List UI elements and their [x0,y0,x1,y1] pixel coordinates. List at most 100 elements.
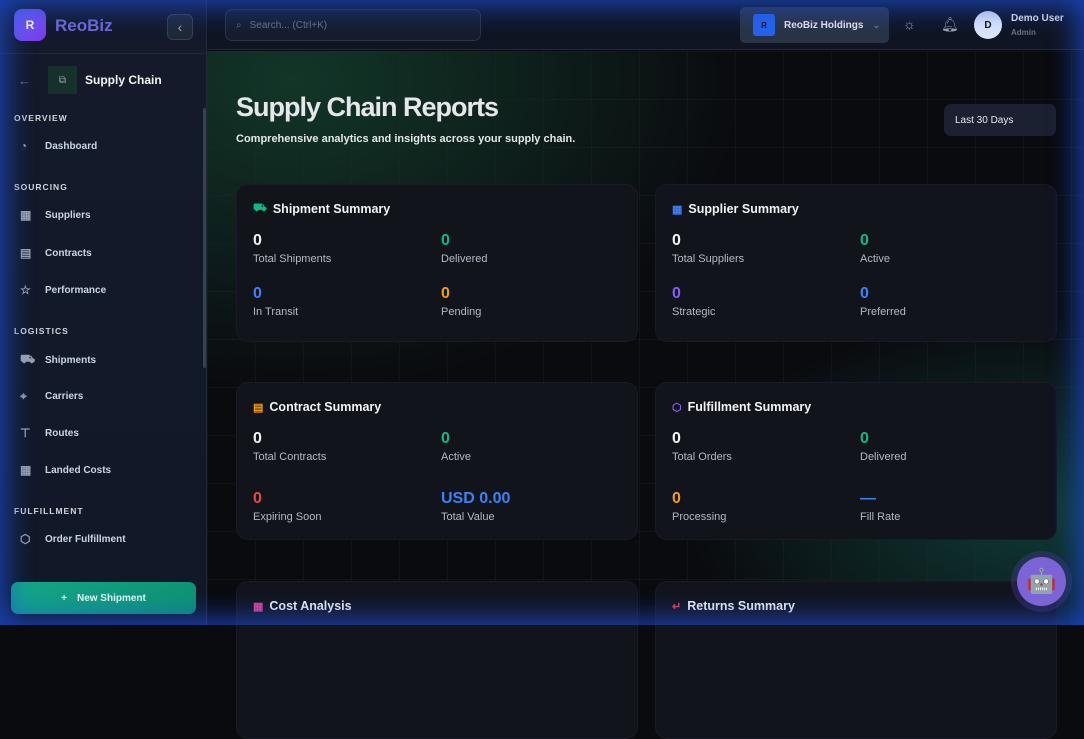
sidebar-item-label: Dashboard [45,140,98,152]
stat-value: 0 [860,285,869,302]
truck-icon: ⛟ [20,352,36,366]
card-title: Supplier Summary [688,202,799,216]
sidebar-item-label: Contracts [45,247,92,259]
truck-icon: ⛟ [253,202,267,214]
sidebar: R ReoBiz ‹ ← ⧉ Supply Chain OVERVIEW ◔ Das… [0,0,207,625]
stat-label: Pending [441,306,482,318]
stat-value: 0 [441,232,450,249]
assistant-bot-button[interactable]: 🤖 [1017,557,1066,606]
card-returns-summary: ↵ Returns Summary [655,581,1057,739]
stat-total-orders: 0 Total Orders [672,430,732,463]
stat-total-suppliers: 0 Total Suppliers [672,232,744,265]
divider [0,53,207,54]
date-range-select[interactable]: Last 30 Days [944,104,1056,136]
section-overview: OVERVIEW [14,113,68,123]
back-arrow-icon[interactable]: ← [18,72,31,88]
stat-label: Preferred [860,306,906,318]
sidebar-item-performance[interactable]: ☆ Performance [20,283,106,297]
stat-fill-rate: — Fill Rate [860,490,900,523]
calculator-icon: ▦ [20,463,32,477]
logo[interactable]: R [14,9,46,41]
org-name: ReoBiz Holdings [784,19,864,31]
section-logistics: LOGISTICS [14,326,69,336]
stat-label: Total Suppliers [672,253,745,265]
building-icon: ▦ [20,208,32,222]
card-title: Cost Analysis [269,599,352,613]
card-contract-summary: ▤ Contract Summary 0 Total Contracts 0 Active… [236,382,638,540]
new-shipment-button[interactable]: + New Shipment [11,582,196,614]
sidebar-item-label: Landed Costs [45,464,112,476]
stat-delivered: 0 Delivered [860,430,906,463]
card-supplier-summary: ▦ Supplier Summary 0 Total Suppliers 0 Active… [655,184,1057,342]
sidebar-item-label: Carriers [45,391,84,402]
stat-label: Delivered [860,451,907,463]
avatar[interactable]: D [974,11,1002,39]
stat-value: 0 [860,232,869,249]
robot-icon: 🤖 [1026,568,1057,595]
sidebar-item-carriers[interactable]: ⌖ Carriers [20,389,83,404]
module-header: ← ⧉ Supply Chain [18,66,162,94]
sidebar-item-suppliers[interactable]: ▦ Suppliers [20,208,91,222]
card-shipment-summary: ⛟ Shipment Summary 0 Total Shipments 0 Delive… [236,184,638,342]
card-title: Fulfillment Summary [687,400,812,414]
stat-value: USD 0.00 [441,490,511,507]
stat-active: 0 Active [441,430,471,463]
stat-label: Active [860,253,890,265]
stat-total-contracts: 0 Total Contracts [253,430,326,463]
page-subtitle: Comprehensive analytics and insights acr… [236,133,576,145]
collapse-sidebar-button[interactable]: ‹ [167,14,193,40]
stat-value: 0 [253,285,262,302]
card-title: Shipment Summary [272,202,391,216]
stat-value: 0 [672,490,681,507]
chevron-down-icon: ⌄ [872,19,880,30]
org-avatar: R [753,14,775,36]
stat-expiring-soon: 0 Expiring Soon [253,490,322,523]
sidebar-item-routes[interactable]: ⊤ Routes [20,426,79,440]
stat-label: Total Shipments [253,253,332,265]
sidebar-scrollbar[interactable] [203,108,206,368]
sidebar-item-label: Shipments [45,354,97,366]
user-name[interactable]: Demo User [1011,13,1064,24]
stat-total-value: USD 0.00 Total Value [441,490,510,523]
stat-pending: 0 Pending [441,285,481,318]
stat-active: 0 Active [860,232,890,265]
stat-strategic: 0 Strategic [672,285,715,318]
sidebar-item-dashboard[interactable]: ◔ Dashboard [20,139,97,153]
sidebar-item-landed-costs[interactable]: ▦ Landed Costs [20,463,111,477]
sidebar-item-order-fulfillment[interactable]: ⬡ Order Fulfillment [20,532,126,546]
card-title: Returns Summary [687,599,795,613]
document-icon: ▤ [20,246,32,260]
stat-label: Total Orders [672,451,732,463]
page-title: Supply Chain Reports [236,92,499,122]
stat-value: 0 [441,285,450,302]
bell-icon[interactable]: 🔔︎ [941,16,959,32]
stat-value: 0 [253,430,262,447]
box-icon: ⬡ [20,532,31,546]
module-title: Supply Chain [85,73,162,87]
stat-label: Strategic [672,306,716,318]
search-input[interactable]: ⌕ Search... (Ctrl+K) [225,9,481,41]
search-placeholder: Search... (Ctrl+K) [249,19,328,31]
card-title: Contract Summary [269,400,382,414]
stat-total-shipments: 0 Total Shipments [253,232,331,265]
document-icon: ▤ [253,401,264,414]
chevron-left-icon: ‹ [177,19,183,35]
sidebar-item-shipments[interactable]: ⛟ Shipments [20,352,96,368]
return-arrow-icon: ↵ [672,600,682,613]
map-pin-icon: ⌖ [20,389,27,403]
stat-label: Total Contracts [253,451,327,463]
sidebar-item-contracts[interactable]: ▤ Contracts [20,246,92,260]
stat-processing: 0 Processing [672,490,726,523]
signpost-icon: ⊤ [20,426,31,440]
stat-value: 0 [672,232,681,249]
stat-value: 0 [860,430,869,447]
sun-icon[interactable]: ☼ [903,16,916,32]
box-icon: ⬡ [672,401,682,414]
plus-icon: + [61,592,67,604]
stat-preferred: 0 Preferred [860,285,906,318]
stat-delivered: 0 Delivered [441,232,487,265]
stat-value: 0 [253,232,262,249]
user-role: Admin [1011,28,1036,37]
organization-switcher[interactable]: R ReoBiz Holdings ⌄ [740,7,889,43]
card-cost-analysis: ▦ Cost Analysis [236,581,638,739]
